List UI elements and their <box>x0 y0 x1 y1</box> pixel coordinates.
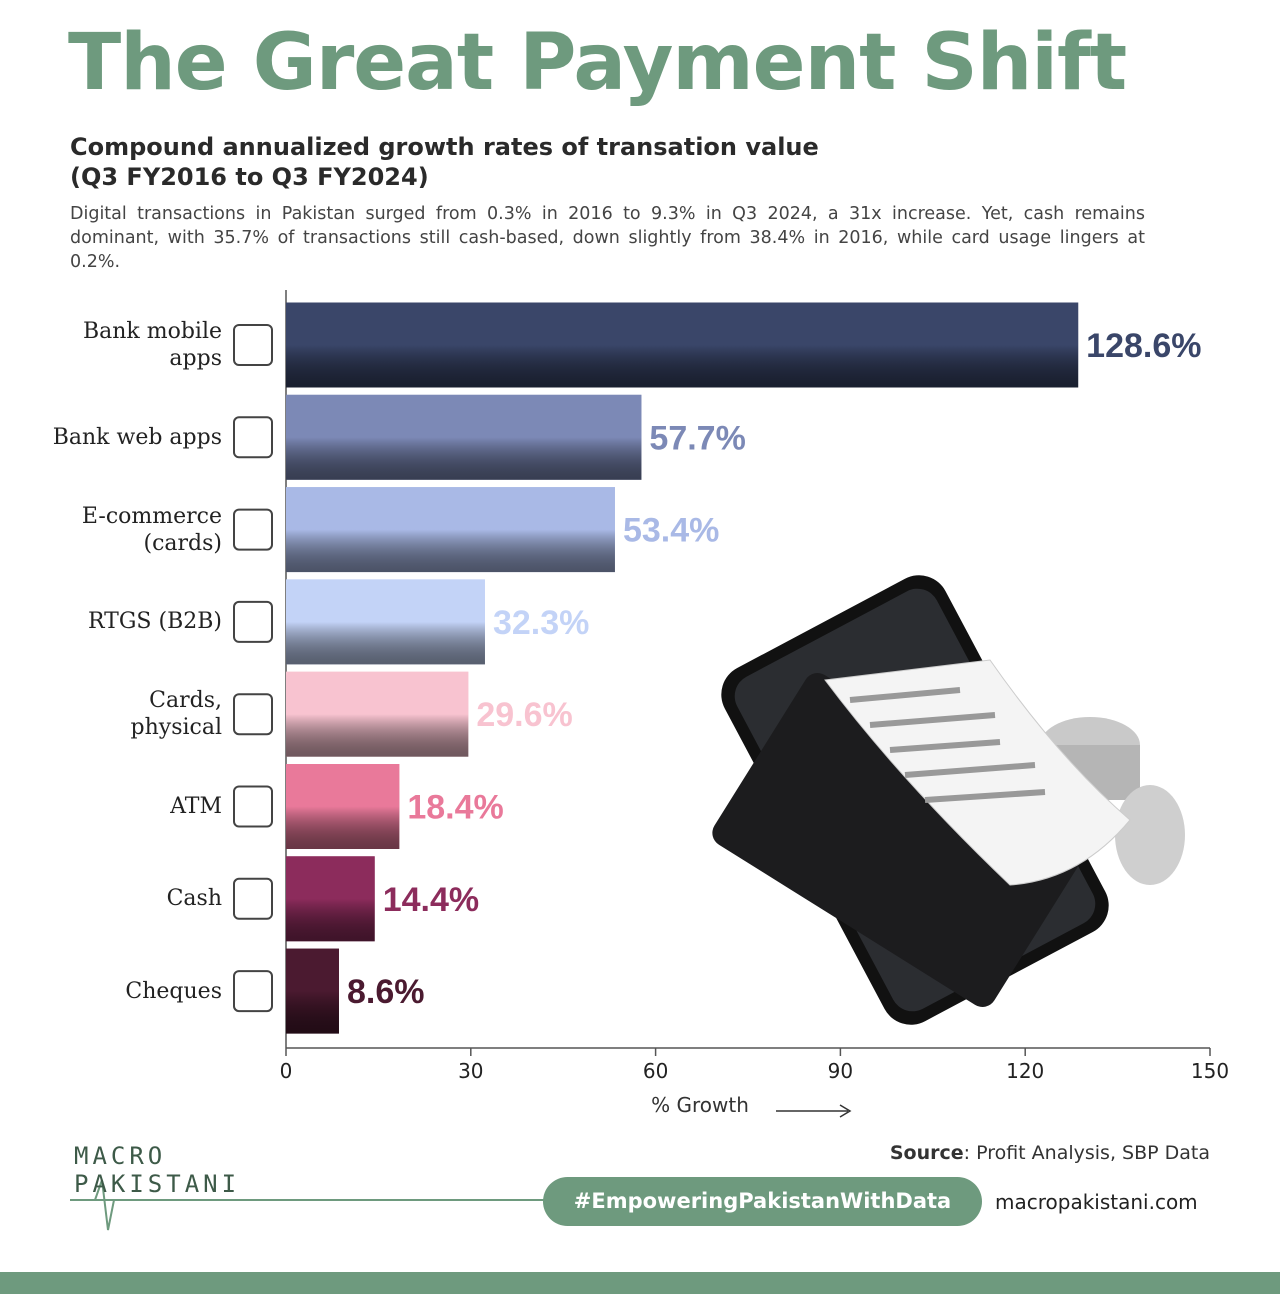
source-text: : Profit Analysis, SBP Data <box>963 1142 1210 1164</box>
x-tick-label: 90 <box>828 1059 853 1083</box>
category-label: Bank mobile apps <box>82 319 222 371</box>
logo-pulse <box>80 1179 130 1231</box>
x-tick-label: 120 <box>1006 1059 1044 1083</box>
title: The Great Payment Shift <box>68 18 1127 108</box>
bar <box>286 856 375 942</box>
value-label: 29.6% <box>476 696 572 734</box>
value-label: 14.4% <box>383 881 479 919</box>
value-label: 128.6% <box>1086 327 1201 365</box>
illustration <box>712 575 1185 1025</box>
bar <box>286 579 485 665</box>
logo-top: MACRO <box>74 1142 167 1170</box>
card <box>712 673 1088 1007</box>
source: Source: Profit Analysis, SBP Data <box>890 1142 1210 1164</box>
category-label: ATM <box>170 794 222 819</box>
category-icon <box>233 693 273 736</box>
bar <box>286 948 339 1034</box>
footer-band <box>0 1272 1280 1294</box>
description: Digital transactions in Pakistan surged … <box>70 204 1145 272</box>
x-tick-label: 0 <box>280 1059 293 1083</box>
bar <box>286 764 400 849</box>
value-label: 57.7% <box>649 419 745 457</box>
source-label: Source <box>889 1142 964 1164</box>
x-tick-label: 60 <box>643 1059 668 1083</box>
value-label: 8.6% <box>347 973 425 1011</box>
receipt-lines <box>849 687 1046 803</box>
category-label: Cash <box>166 886 222 912</box>
category-icon <box>233 508 273 551</box>
bar <box>286 302 1079 388</box>
category-icon <box>233 600 273 643</box>
value-label: 18.4% <box>407 788 503 826</box>
bar <box>286 671 469 757</box>
category-label: Cheques <box>125 978 222 1004</box>
bar <box>286 487 615 573</box>
value-label: 53.4% <box>623 512 719 550</box>
bar <box>286 394 642 480</box>
receipt <box>824 659 1131 886</box>
category-icon <box>233 324 273 366</box>
x-axis-label: % Growth <box>651 1093 749 1117</box>
value-label: 32.3% <box>493 604 589 642</box>
category-icon <box>233 877 273 920</box>
subtitle: Compound annualized growth rates of tran… <box>70 133 819 191</box>
coin <box>1115 785 1185 885</box>
x-tick-label: 30 <box>458 1059 483 1083</box>
category-icon <box>233 416 273 459</box>
arrow-head <box>839 1104 852 1118</box>
category-label: E-commerce (cards) <box>81 503 222 556</box>
category-icon <box>233 970 273 1013</box>
category-label: Cards, physical <box>130 688 222 741</box>
category-label: RTGS (B2B) <box>88 609 222 635</box>
x-tick-label: 150 <box>1191 1059 1229 1083</box>
category-icon <box>233 785 273 828</box>
website: macropakistani.com <box>995 1190 1198 1214</box>
category-label: Bank web apps <box>52 424 222 450</box>
hashtag: #EmpoweringPakistanWithData <box>543 1177 982 1226</box>
logo-bottom: PAKISTANI <box>74 1170 241 1198</box>
